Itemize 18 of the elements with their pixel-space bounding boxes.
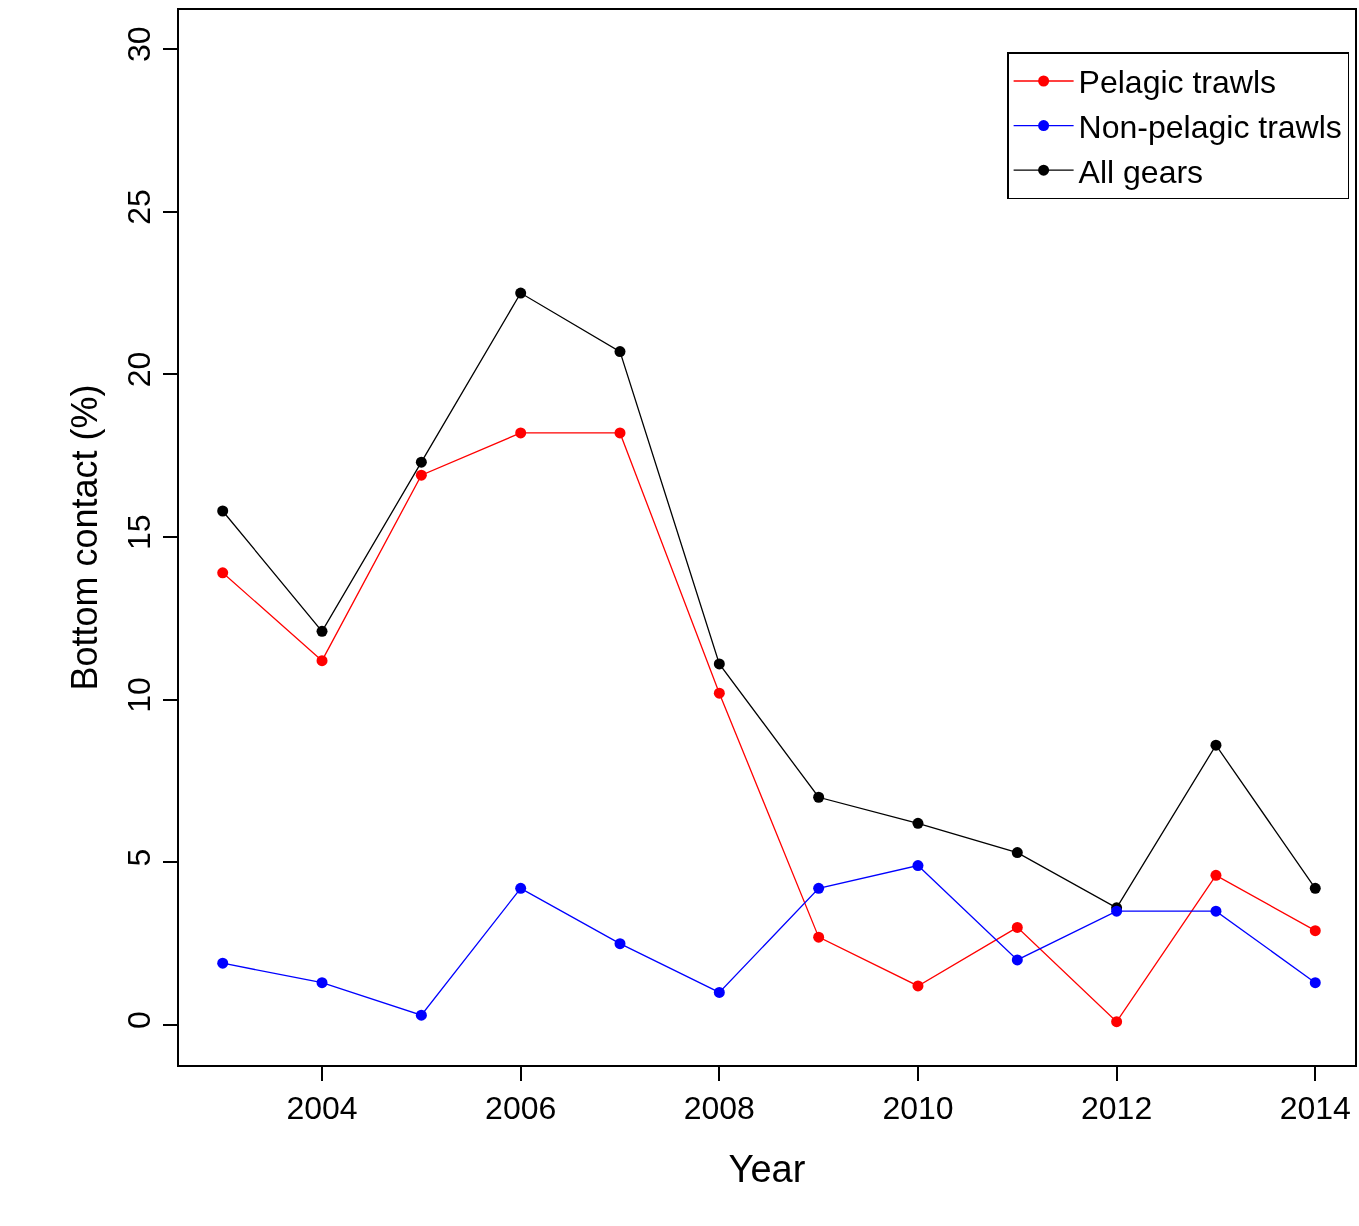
y-tick-label: 5 [121,848,158,867]
legend-label: All gears [1078,153,1204,190]
legend-label: Pelagic trawls [1078,64,1277,101]
y-tick-label: 10 [121,677,158,713]
y-tick-label: 20 [121,351,158,388]
y-tick-label: 25 [121,189,158,225]
x-tick-label: 2004 [286,1090,358,1127]
y-axis-title: Bottom contact (%) [63,384,105,691]
x-tick-label: 2006 [485,1090,557,1127]
y-tick-label: 0 [121,1011,158,1030]
y-tick-label: 30 [121,26,158,63]
legend-label: Non-pelagic trawls [1078,109,1342,146]
x-tick-label: 2014 [1279,1090,1351,1127]
x-tick-label: 2010 [882,1090,954,1127]
x-tick-label: 2012 [1081,1090,1153,1127]
y-tick-label: 15 [121,514,158,551]
x-tick-label: 2008 [683,1090,755,1127]
x-axis-title: Year [728,1147,806,1190]
